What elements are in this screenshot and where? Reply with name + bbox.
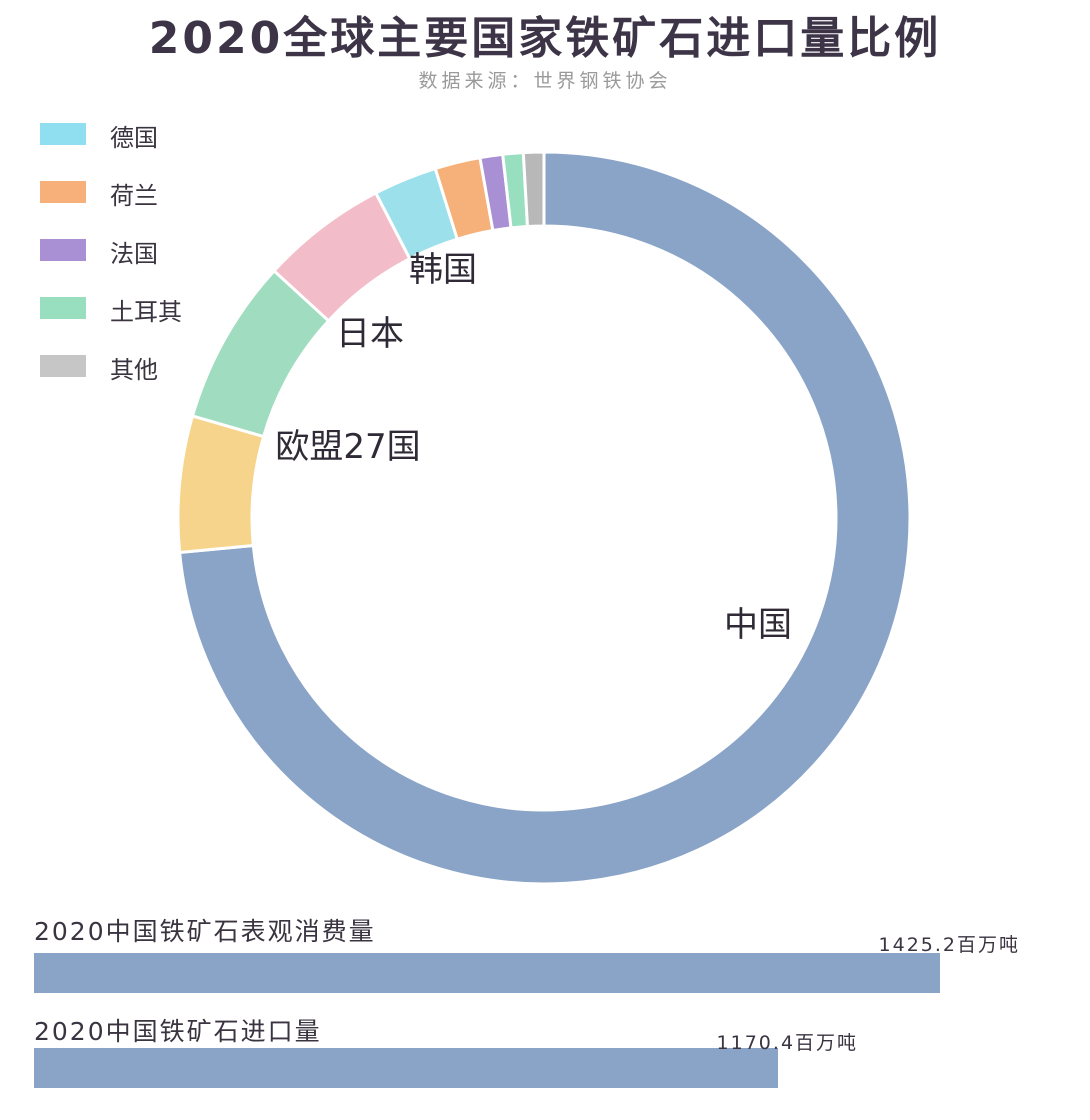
legend-item-germany: 德国 [40, 118, 240, 152]
legend-label: 德国 [110, 124, 158, 152]
segment-label: 中国 [724, 605, 792, 645]
legend-label: 荷兰 [110, 182, 158, 210]
legend-swatch [40, 297, 86, 319]
donut-segment [521, 150, 546, 229]
segment-label: 日本 [336, 314, 404, 354]
chart-title: 2020全球主要国家铁矿石进口量比例 [148, 13, 942, 64]
legend-swatch [40, 123, 86, 145]
bar-title-import: 2020中国铁矿石进口量 [34, 1017, 322, 1046]
legend-label: 土耳其 [110, 298, 182, 326]
bar-value-consumption: 1425.2百万吨 [878, 934, 1020, 956]
bar-consumption [34, 953, 940, 993]
donut-segment [177, 150, 912, 886]
legend-item-turkey: 土耳其 [40, 292, 240, 326]
donut-segment [176, 414, 266, 555]
legend-swatch [40, 355, 86, 377]
legend-item-other: 其他 [40, 350, 240, 384]
bar-value-import: 1170.4百万吨 [716, 1032, 859, 1054]
legend-swatch [40, 181, 86, 203]
legend-item-france: 法国 [40, 234, 240, 268]
chart-subtitle: 数据来源：世界钢铁协会 [418, 70, 672, 92]
legend-swatch [40, 239, 86, 261]
segment-label: 欧盟27国 [275, 427, 420, 467]
legend-label: 法国 [110, 240, 158, 268]
legend-label: 其他 [110, 356, 158, 384]
legend-item-netherlands: 荷兰 [40, 176, 240, 210]
bar-import [34, 1048, 779, 1088]
bar-title-consumption: 2020中国铁矿石表观消费量 [34, 917, 376, 946]
segment-label: 韩国 [409, 250, 477, 290]
